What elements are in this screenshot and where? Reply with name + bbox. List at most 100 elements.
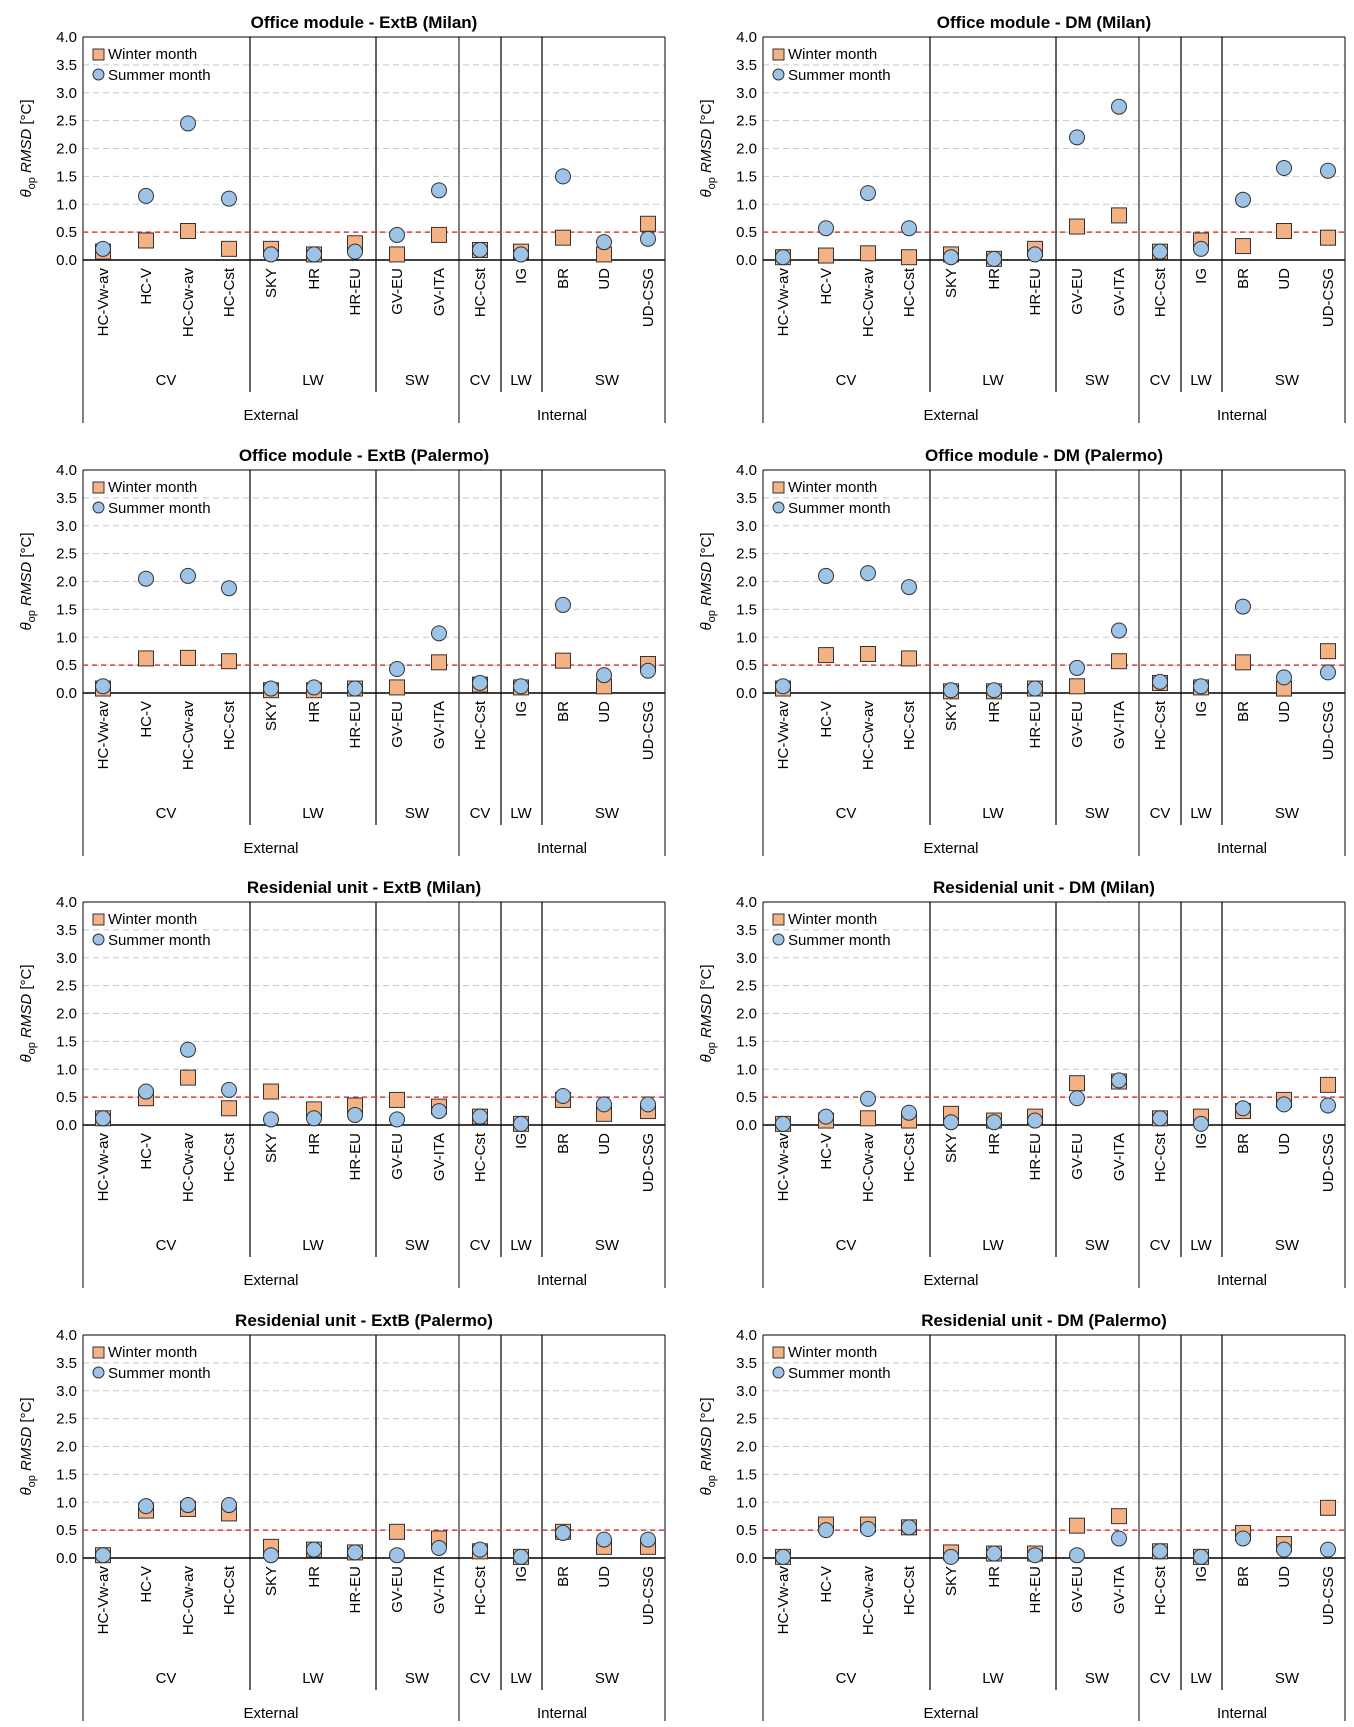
y-label-unit: [°C] [698,532,715,561]
summer-point [514,679,529,694]
summer-point [1321,1542,1336,1557]
summer-point [987,683,1002,698]
winter-point [861,246,876,261]
category-label: BR [555,701,572,722]
y-tick-label: 0.5 [736,657,757,674]
group-label: CV [156,372,177,389]
summer-point [1277,1542,1292,1557]
category-label: IG [1193,1566,1210,1582]
summer-point [432,1540,447,1555]
category-label: GV-ITA [431,1133,448,1181]
y-label-unit: [°C] [18,99,35,128]
category-label: GV-EU [389,1133,406,1180]
summer-point [1112,623,1127,638]
summer-point [776,679,791,694]
legend-winter-label: Winter month [108,1344,197,1361]
y-tick-label: 2.5 [736,978,757,995]
summer-point [264,247,279,262]
category-label: UD-CSG [1320,701,1337,760]
y-tick-label: 1.5 [736,168,757,185]
summer-point [1153,674,1168,689]
y-tick-label: 2.5 [736,546,757,563]
group-label: LW [510,1237,532,1254]
y-label-metric: RMSD [698,129,715,178]
category-label: SKY [263,1133,280,1163]
winter-point [432,227,447,242]
summer-point [1153,244,1168,259]
supergroup-label: Internal [537,407,587,424]
summer-point [1236,192,1251,207]
category-label: HR [306,268,323,290]
summer-point [987,1546,1002,1561]
supergroup-label: External [923,1272,978,1289]
summer-point [944,683,959,698]
y-tick-label: 0.0 [736,252,757,269]
legend-summer-label: Summer month [788,67,891,84]
category-label: UD [1276,1566,1293,1588]
winter-point [1070,219,1085,234]
chart-title: Residenial unit - DM (Milan) [933,878,1155,897]
winter-point [819,248,834,263]
category-label: UD [596,1133,613,1155]
y-label-subscript: op [26,610,38,622]
y-label-unit: [°C] [18,964,35,993]
category-label: SKY [263,1566,280,1596]
category-label: UD-CSG [640,1566,657,1625]
summer-point [641,231,656,246]
summer-point [944,1115,959,1130]
legend-winter-swatch [773,482,784,493]
y-tick-label: 3.0 [56,950,77,967]
group-label: LW [302,805,324,822]
category-label: HC-Cw-av [860,1566,877,1636]
summer-point [1070,1091,1085,1106]
chart-panel: Residenial unit - DM (Palermo) 0.0 0.5 1.0 1… [698,1311,1345,1722]
supergroup-label: Internal [537,1705,587,1722]
category-label: HC-Vw-av [775,1133,792,1202]
summer-point [1277,161,1292,176]
y-tick-label: 2.0 [736,574,757,591]
summer-point [432,183,447,198]
summer-point [307,1111,322,1126]
category-label: IG [513,1566,530,1582]
y-axis-label: θop RMSD [°C] [18,1397,38,1495]
category-label: SKY [943,1133,960,1163]
y-tick-label: 0.0 [56,1550,77,1567]
winter-point [1277,224,1292,239]
supergroup-label: Internal [1217,1272,1267,1289]
y-label-subscript: op [26,1475,38,1487]
winter-point [222,241,237,256]
y-label-symbol: θ [18,622,35,630]
supergroup-label: Internal [1217,407,1267,424]
y-axis-label: θop RMSD [°C] [698,532,718,630]
supergroup-label: External [923,1705,978,1722]
legend-winter-swatch [773,914,784,925]
summer-point [222,1082,237,1097]
category-label: BR [555,1566,572,1587]
winter-point [819,648,834,663]
y-label-subscript: op [706,1042,718,1054]
category-label: HC-Cst [221,1132,238,1182]
summer-point [348,1107,363,1122]
category-label: HC-Cst [1152,700,1169,750]
summer-point [944,1549,959,1564]
y-tick-label: 2.0 [56,1439,77,1456]
category-label: HR [986,701,1003,723]
category-label: IG [1193,701,1210,717]
summer-point [819,1523,834,1538]
summer-point [1194,679,1209,694]
winter-point [641,216,656,231]
group-label: LW [982,1670,1004,1687]
y-tick-label: 1.0 [736,629,757,646]
category-label: HC-Cst [472,700,489,750]
group-label: SW [1275,372,1300,389]
summer-point [222,191,237,206]
group-label: SW [405,372,430,389]
y-label-symbol: θ [18,1487,35,1495]
supergroup-label: External [243,1272,298,1289]
chart-title: Residenial unit - DM (Palermo) [921,1311,1167,1330]
y-tick-label: 0.0 [736,1117,757,1134]
y-tick-label: 2.0 [56,141,77,158]
winter-point [1070,679,1085,694]
summer-point [348,681,363,696]
summer-point [390,1548,405,1563]
